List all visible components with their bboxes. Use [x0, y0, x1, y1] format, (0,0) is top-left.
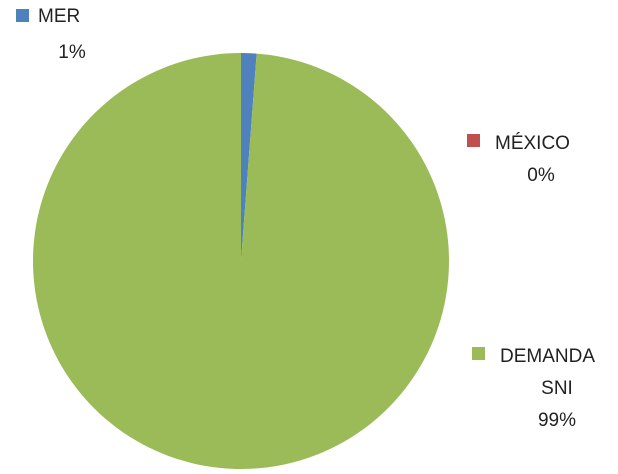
legend-key-mexico: [467, 134, 480, 147]
pie-data-labels: MER 1% MÉXICO 0% DEMANDA SNI 99%: [16, 6, 595, 431]
data-label-percent-mexico: 0%: [527, 165, 555, 186]
pie-slice-demanda-sni: [33, 53, 450, 469]
data-label-name-demanda-sni: DEMANDA: [500, 346, 595, 367]
data-label-name-mer: MER: [38, 6, 80, 27]
legend-key-demanda-sni: [472, 347, 485, 360]
data-label-name-demanda-sni: SNI: [541, 378, 573, 399]
pie-slices: [33, 53, 450, 469]
legend-key-mer: [16, 9, 29, 22]
data-label-name-mexico: MÉXICO: [495, 133, 570, 154]
data-label-percent-mer: 1%: [58, 42, 86, 63]
pie-slice-mer: [241, 53, 257, 261]
data-label-percent-demanda-sni: 99%: [538, 410, 576, 431]
